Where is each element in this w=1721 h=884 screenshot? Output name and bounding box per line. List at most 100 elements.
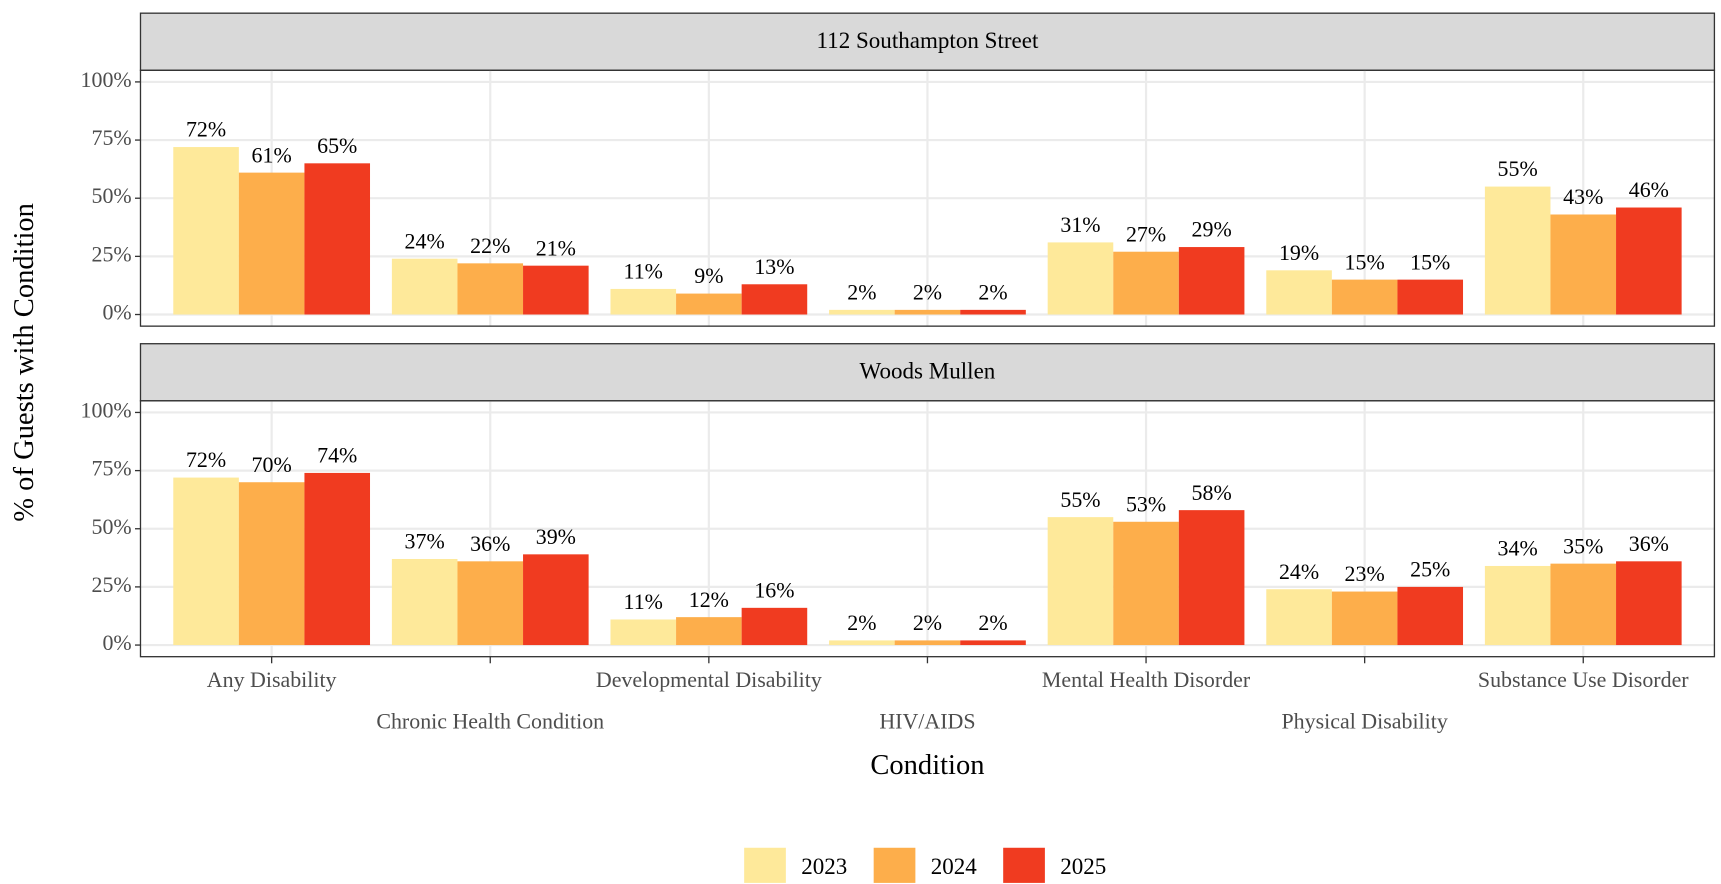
value-label: 23%: [1345, 561, 1385, 586]
value-label: 11%: [624, 589, 663, 614]
value-label: 55%: [1498, 156, 1538, 181]
value-label: 39%: [536, 524, 576, 549]
legend-label: 2023: [801, 853, 847, 879]
bar: [960, 309, 1026, 315]
bar: [523, 265, 589, 315]
facet-title: 112 Southampton Street: [817, 27, 1039, 53]
y-tick-label: 25%: [92, 572, 132, 597]
bar: [1178, 247, 1245, 315]
value-label: 43%: [1563, 184, 1603, 209]
bar: [741, 607, 808, 646]
bar: [1616, 561, 1682, 646]
value-label: 11%: [624, 259, 663, 284]
value-label: 2%: [847, 280, 876, 305]
value-label: 36%: [1629, 531, 1669, 556]
y-tick-label: 0%: [102, 300, 131, 325]
value-label: 31%: [1060, 212, 1100, 237]
x-tick-label: Physical Disability: [1281, 709, 1447, 734]
value-label: 2%: [913, 610, 942, 635]
bar: [1113, 251, 1179, 315]
bar: [960, 640, 1026, 646]
bar: [610, 619, 677, 646]
value-label: 36%: [470, 531, 510, 556]
value-label: 55%: [1060, 487, 1100, 512]
bar: [457, 263, 524, 315]
x-tick-label: Developmental Disability: [596, 667, 822, 692]
bar: [1331, 591, 1398, 646]
value-label: 27%: [1126, 221, 1166, 246]
bar: [1047, 242, 1114, 315]
bar: [894, 309, 961, 315]
y-tick-label: 25%: [92, 241, 132, 266]
bar: [391, 258, 458, 315]
value-label: 2%: [978, 610, 1007, 635]
bar: [741, 284, 808, 315]
value-label: 24%: [405, 228, 445, 253]
bar: [1550, 214, 1617, 315]
value-label: 9%: [694, 263, 723, 288]
bar: [894, 640, 961, 646]
value-label: 15%: [1345, 249, 1385, 274]
bar: [1266, 270, 1332, 315]
y-tick-label: 100%: [81, 397, 132, 422]
value-label: 35%: [1563, 533, 1603, 558]
bar: [238, 172, 305, 315]
legend-label: 2024: [931, 853, 978, 879]
bar: [173, 147, 239, 315]
bar: [304, 163, 371, 315]
value-label: 25%: [1410, 557, 1450, 582]
strip: [139, 343, 1716, 402]
value-label: 34%: [1498, 536, 1538, 561]
value-label: 16%: [754, 577, 794, 602]
bar: [1047, 517, 1114, 646]
value-label: 37%: [405, 529, 445, 554]
value-label: 74%: [317, 443, 357, 468]
value-label: 2%: [847, 610, 876, 635]
value-label: 2%: [978, 280, 1007, 305]
x-tick-label: Any Disability: [207, 667, 337, 692]
x-tick-label: Substance Use Disorder: [1478, 667, 1689, 692]
bar: [829, 640, 895, 646]
x-axis-title: Condition: [870, 750, 984, 781]
value-label: 65%: [317, 133, 357, 158]
bar: [1484, 565, 1551, 646]
y-axis-title: % of Guests with Condition: [9, 203, 40, 522]
bar: [1484, 186, 1551, 315]
value-label: 15%: [1410, 249, 1450, 274]
legend-swatch: [744, 847, 786, 883]
value-label: 58%: [1192, 480, 1232, 505]
bar: [457, 561, 524, 646]
value-label: 13%: [754, 254, 794, 279]
bar: [391, 558, 458, 646]
bar: [610, 288, 677, 315]
bar: [238, 482, 305, 646]
legend-swatch: [1003, 847, 1045, 883]
bar: [676, 617, 742, 646]
value-label: 12%: [689, 587, 729, 612]
x-tick-label: Chronic Health Condition: [376, 709, 604, 734]
legend-swatch: [873, 847, 916, 883]
bar: [1397, 279, 1464, 315]
x-tick-label: Mental Health Disorder: [1042, 667, 1251, 692]
value-label: 70%: [252, 452, 292, 477]
value-label: 19%: [1279, 240, 1319, 265]
value-label: 2%: [913, 280, 942, 305]
bar: [523, 554, 589, 646]
bar: [829, 309, 895, 315]
bar: [1178, 510, 1245, 646]
y-tick-label: 50%: [92, 514, 132, 539]
bar: [304, 472, 371, 646]
bar: [1616, 207, 1682, 315]
bar: [173, 477, 239, 646]
bar: [1550, 563, 1617, 646]
value-label: 22%: [470, 233, 510, 258]
bar: [676, 293, 742, 315]
y-tick-label: 75%: [92, 456, 132, 481]
value-label: 29%: [1192, 217, 1232, 242]
value-label: 46%: [1629, 177, 1669, 202]
value-label: 61%: [252, 142, 292, 167]
y-tick-label: 100%: [81, 67, 132, 92]
y-tick-label: 50%: [92, 183, 132, 208]
value-label: 53%: [1126, 491, 1166, 516]
